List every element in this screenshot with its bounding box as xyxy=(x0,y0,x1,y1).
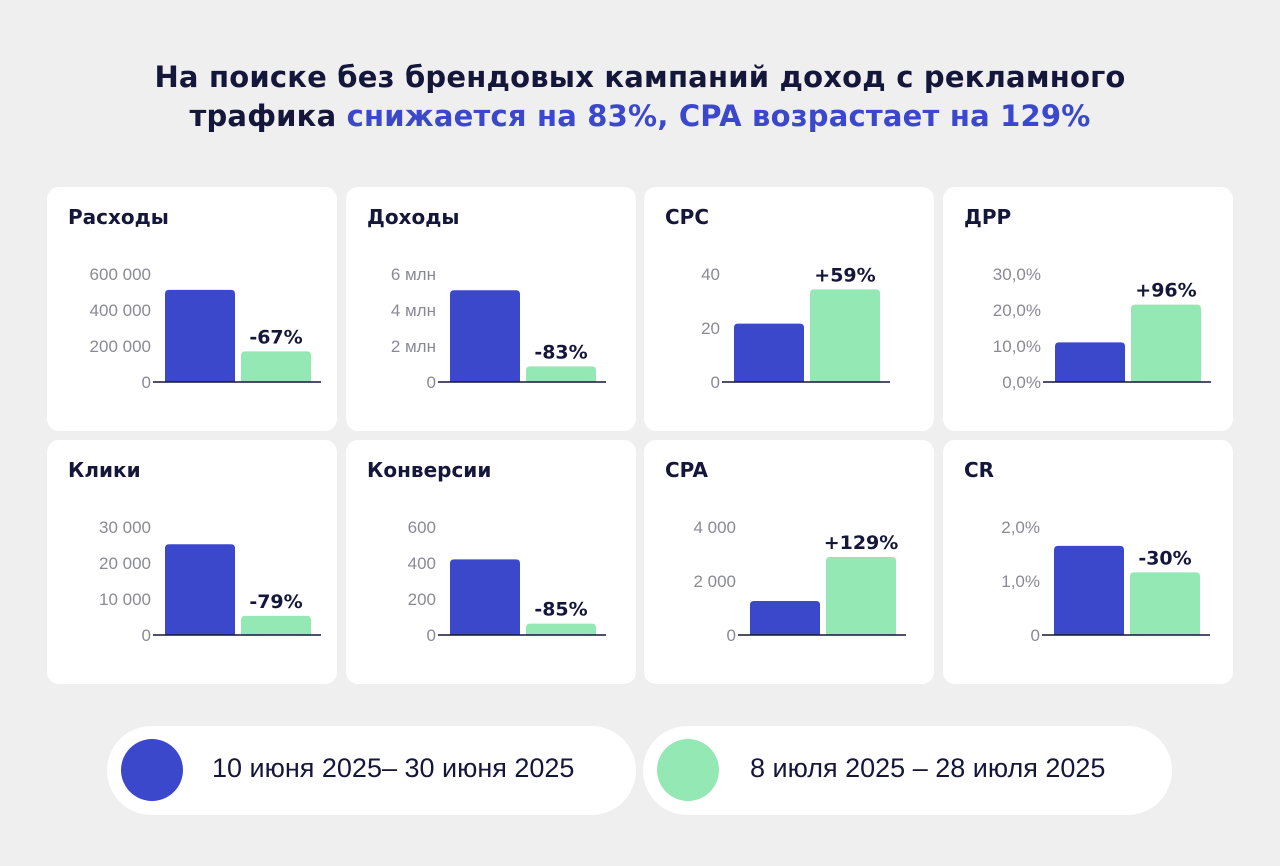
headline: На поиске без брендовых кампаний доход с… xyxy=(0,58,1280,136)
chart-title: Доходы xyxy=(367,205,460,229)
y-tick-label: 40 xyxy=(701,265,720,284)
chart-panel: Конверсии 0 200 400 600 -85% xyxy=(346,440,636,684)
y-tick-label: 4 млн xyxy=(391,301,436,320)
chart-title: Конверсии xyxy=(367,458,492,482)
change-label: +96% xyxy=(1135,280,1196,302)
chart-title: ДРР xyxy=(964,205,1012,229)
y-tick-label: 30 000 xyxy=(99,518,151,537)
chart-panel: CPC 0 20 40 +59% xyxy=(644,187,934,431)
y-tick-label: 20,0% xyxy=(993,301,1041,320)
chart-panel: Доходы 0 2 млн 4 млн 6 млн -83% xyxy=(346,187,636,431)
chart-title: CR xyxy=(964,458,995,482)
legend-label-period-2: 8 июля 2025 – 28 июля 2025 xyxy=(750,753,1106,783)
y-tick-label: 200 000 xyxy=(90,337,151,356)
bar-period-2 xyxy=(1130,572,1200,635)
change-label: -79% xyxy=(249,591,302,613)
bar-chart: 0 2 000 4 000 +129% xyxy=(693,518,906,645)
y-tick-label: 0 xyxy=(1031,626,1040,645)
bar-period-1 xyxy=(165,544,235,635)
bar-chart: 0 20 40 +59% xyxy=(701,264,890,392)
chart-panel: Расходы 0 200 000 400 000 600 000 -67% xyxy=(47,187,337,431)
change-label: -67% xyxy=(249,326,302,348)
bar-chart: 0 200 000 400 000 600 000 -67% xyxy=(90,265,321,392)
legend-item-period-1: 10 июня 2025– 30 июня 2025 xyxy=(107,726,636,815)
y-tick-label: 30,0% xyxy=(993,265,1041,284)
bar-chart: 0 10 000 20 000 30 000 -79% xyxy=(99,518,321,645)
headline-line-1: На поиске без брендовых кампаний доход с… xyxy=(154,60,1126,94)
chart-title: CPC xyxy=(665,205,710,229)
bar-period-1 xyxy=(450,290,520,382)
y-tick-label: 20 xyxy=(701,319,720,338)
y-tick-label: 4 000 xyxy=(693,518,736,537)
change-label: -30% xyxy=(1138,547,1191,569)
y-tick-label: 400 xyxy=(408,554,436,573)
y-tick-label: 400 000 xyxy=(90,301,151,320)
bar-period-1 xyxy=(450,559,520,635)
bar-period-1 xyxy=(1055,342,1125,382)
chart-panel: Клики 0 10 000 20 000 30 000 -79% xyxy=(47,440,337,684)
chart-panel: CPA 0 2 000 4 000 +129% xyxy=(644,440,934,684)
chart-title: CPA xyxy=(665,458,708,482)
legend-label-period-1: 10 июня 2025– 30 июня 2025 xyxy=(212,753,575,783)
change-label: -85% xyxy=(534,599,587,621)
legend-swatch-period-2 xyxy=(657,739,719,801)
legend-item-period-2: 8 июля 2025 – 28 июля 2025 xyxy=(643,726,1172,815)
y-tick-label: 0 xyxy=(427,626,436,645)
chart-panel: CR 0 1,0% 2,0% -30% xyxy=(943,440,1233,684)
y-tick-label: 600 xyxy=(408,518,436,537)
bar-period-2 xyxy=(241,615,311,635)
bar-period-1 xyxy=(165,289,235,382)
y-tick-label: 0 xyxy=(142,626,151,645)
y-tick-label: 20 000 xyxy=(99,554,151,573)
bar-period-2 xyxy=(810,289,880,382)
chart-panel: ДРР 0,0% 10,0% 20,0% 30,0% +96% xyxy=(943,187,1233,431)
y-tick-label: 2,0% xyxy=(1001,518,1040,537)
legend-swatch-period-1 xyxy=(121,739,183,801)
bar-chart: 0 200 400 600 -85% xyxy=(408,518,606,645)
change-label: +59% xyxy=(814,264,875,286)
y-tick-label: 2 млн xyxy=(391,337,436,356)
y-tick-label: 1,0% xyxy=(1001,572,1040,591)
bar-period-1 xyxy=(750,600,820,635)
bar-period-2 xyxy=(526,366,596,382)
bar-period-2 xyxy=(826,556,896,635)
chart-title: Клики xyxy=(68,458,141,482)
bar-period-2 xyxy=(241,351,311,382)
bar-period-2 xyxy=(1131,304,1201,382)
y-tick-label: 600 000 xyxy=(90,265,151,284)
y-tick-label: 0 xyxy=(427,373,436,392)
bar-period-2 xyxy=(526,623,596,635)
y-tick-label: 0 xyxy=(142,373,151,392)
y-tick-label: 0 xyxy=(711,373,720,392)
change-label: +129% xyxy=(824,532,899,554)
y-tick-label: 10 000 xyxy=(99,590,151,609)
y-tick-label: 2 000 xyxy=(693,572,736,591)
headline-line-2: трафика снижается на 83%, CPA возрастает… xyxy=(0,97,1280,136)
bar-period-1 xyxy=(734,323,804,382)
bar-period-1 xyxy=(1054,545,1124,635)
change-label: -83% xyxy=(534,341,587,363)
chart-title: Расходы xyxy=(68,205,169,229)
y-tick-label: 6 млн xyxy=(391,265,436,284)
y-tick-label: 0 xyxy=(727,626,736,645)
headline-plain: трафика xyxy=(189,99,347,133)
bar-chart: 0,0% 10,0% 20,0% 30,0% +96% xyxy=(993,265,1211,392)
bar-chart: 0 1,0% 2,0% -30% xyxy=(1001,518,1210,645)
bar-chart: 0 2 млн 4 млн 6 млн -83% xyxy=(391,265,606,392)
y-tick-label: 200 xyxy=(408,590,436,609)
headline-highlight: снижается на 83%, CPA возрастает на 129% xyxy=(346,99,1091,133)
y-tick-label: 10,0% xyxy=(993,337,1041,356)
y-tick-label: 0,0% xyxy=(1002,373,1041,392)
